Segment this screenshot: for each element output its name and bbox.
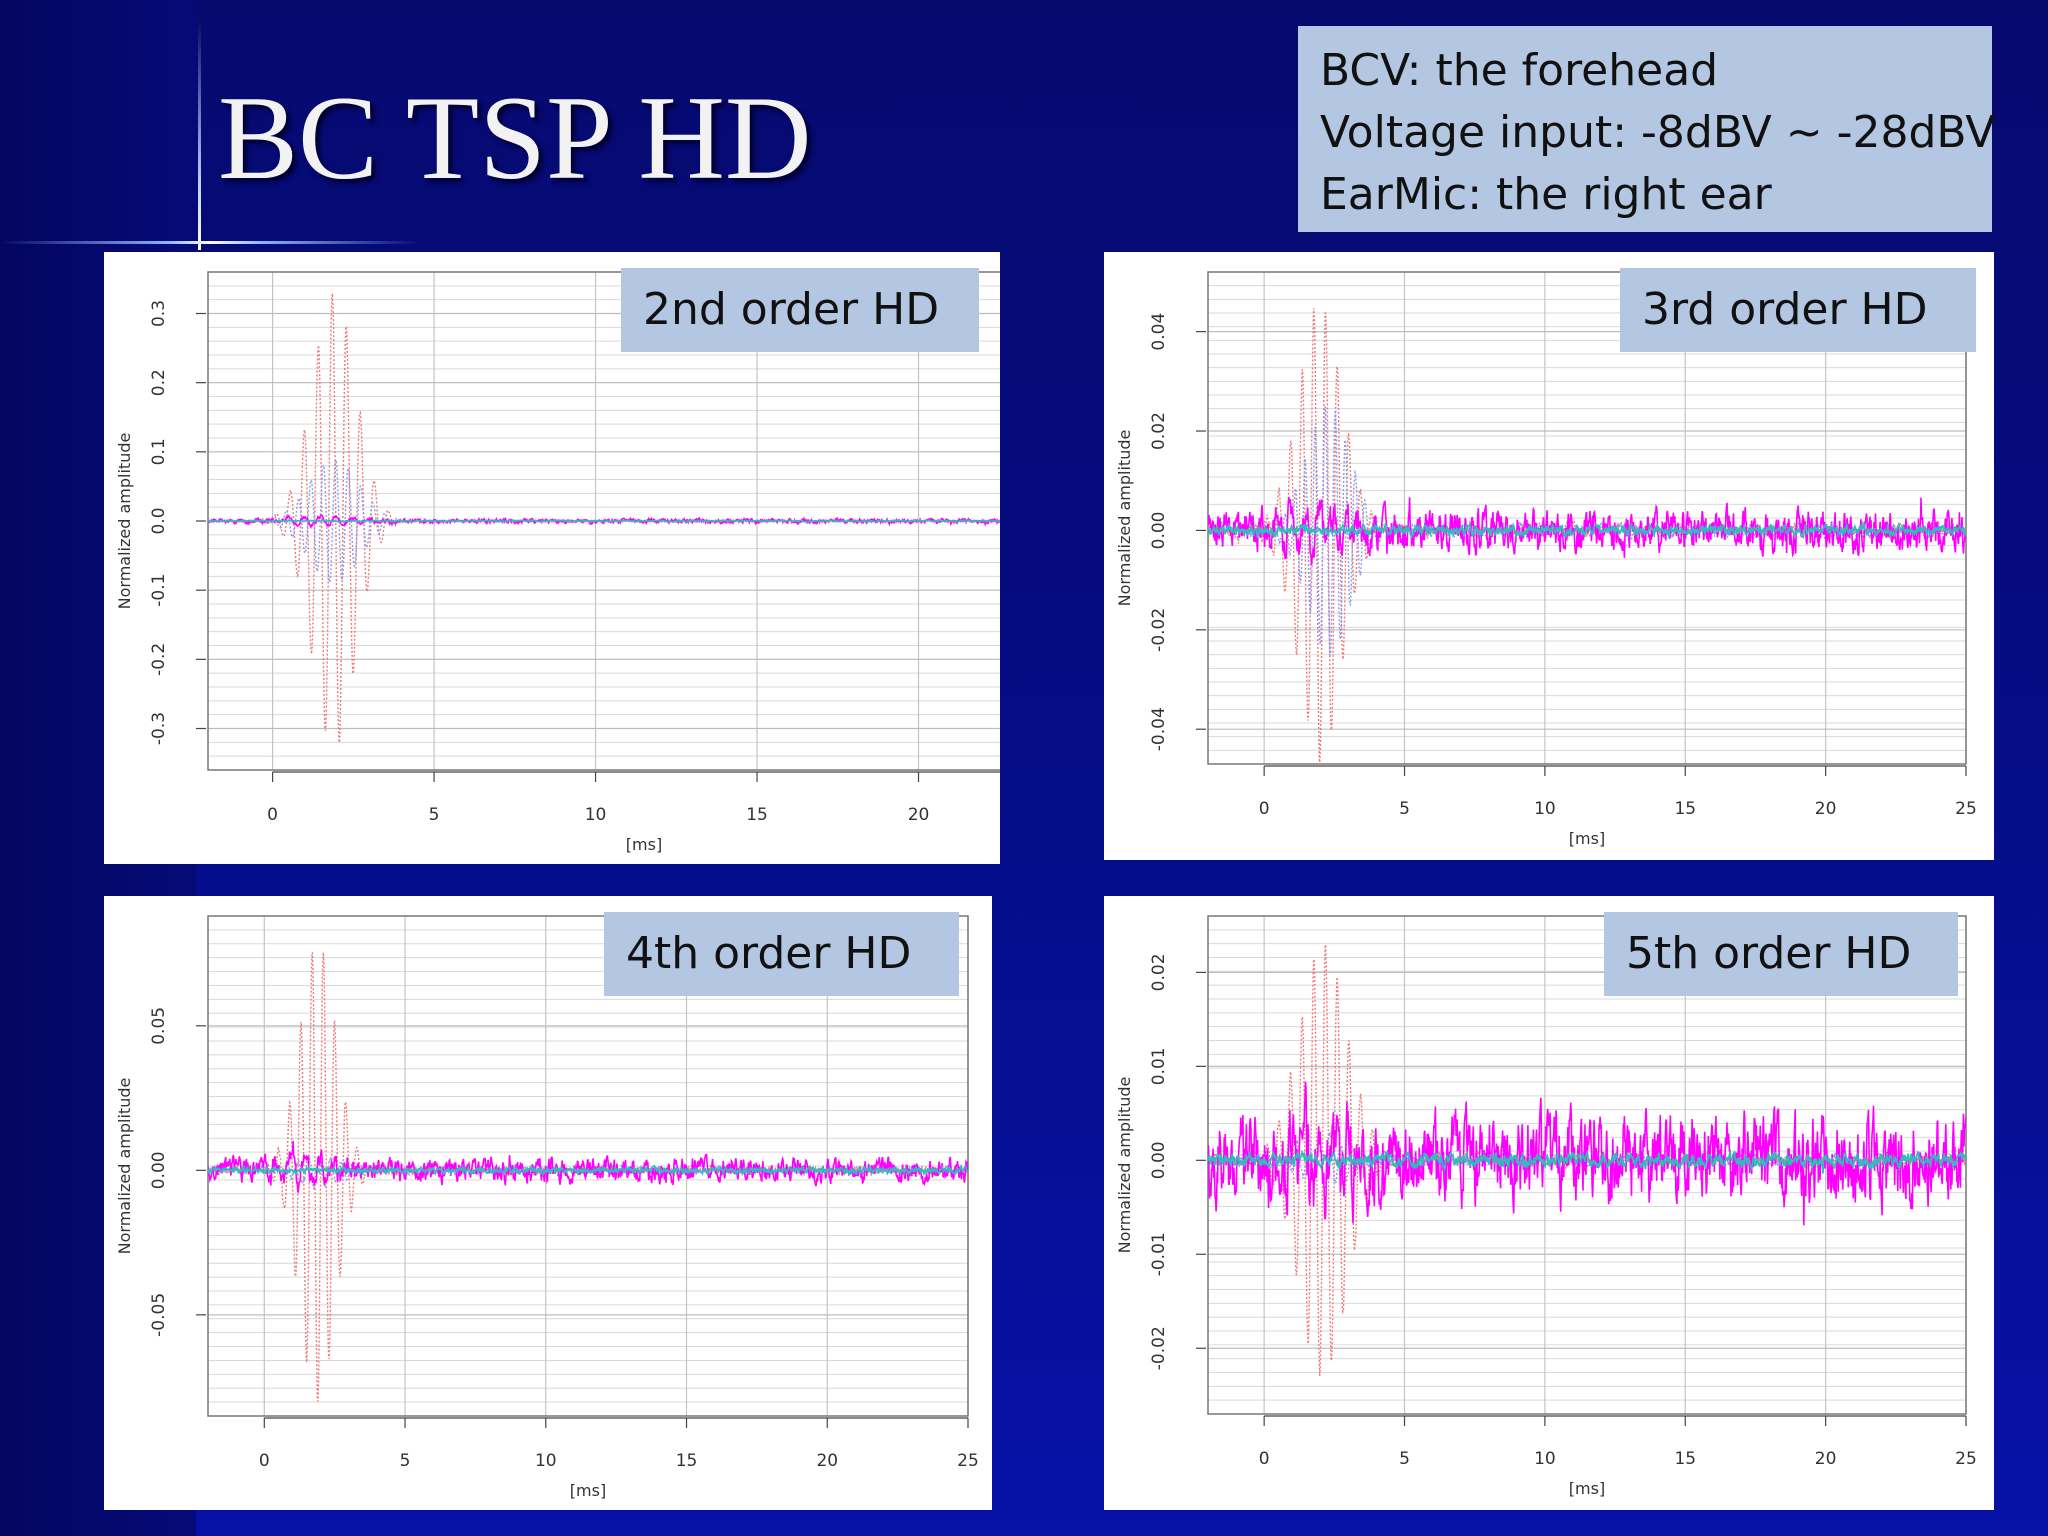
- title-horizontal-accent-line: [0, 241, 420, 244]
- chart-4th-y-tick-label: -0.05: [149, 1293, 169, 1337]
- chart-5th-y-tick-label: 0.02: [1149, 953, 1169, 991]
- chart-3rd-x-tick-label: 5: [1399, 799, 1410, 819]
- chart-3rd-x-tick-label: 15: [1674, 799, 1696, 819]
- chart-4th-series-red: [208, 952, 968, 1402]
- chart-2nd-x-tick-label: 10: [585, 805, 607, 825]
- chart-2nd-y-tick-label: -0.2: [149, 643, 169, 676]
- chart-3rd-x-tick-label: 25: [1955, 799, 1977, 819]
- info-line-bcv: BCV: the forehead: [1320, 45, 1719, 96]
- chart-3rd-y-tick-label: 0.02: [1149, 412, 1169, 450]
- chart-3rd-series-blue: [1208, 406, 1966, 656]
- slide-title: BC TSP HD: [218, 71, 812, 204]
- chart-3rd-series-cyan: [1208, 520, 1966, 540]
- chart-4th-y-axis-label: Normalized amplitude: [115, 1078, 134, 1255]
- chart-3rd-y-tick-label: -0.02: [1149, 608, 1169, 652]
- title-vertical-accent-line: [198, 20, 201, 250]
- chart-5th-y-tick-label: -0.01: [1149, 1232, 1169, 1276]
- chart-panel-3rd: 0 5 10 15 20 25 [ms] -0.04 -0.02 0.00 0.02 0.04 Norm…: [1104, 252, 1994, 860]
- chart-2nd-series-cyan: [208, 518, 1000, 524]
- chart-panel-4th: 0 5 10 15 20 25 [ms] -0.05 0.00 0.05 Normalized am…: [104, 896, 992, 1510]
- chart-2nd-x-tick-label: 20: [908, 805, 930, 825]
- chart-4th-x-tick-label: 0: [259, 1451, 270, 1471]
- chart-3rd-x-tick-label: 0: [1259, 799, 1270, 819]
- chart-4th-x-tick-label: 5: [400, 1451, 411, 1471]
- chart-5th-title: 5th order HD: [1604, 912, 1958, 996]
- chart-2nd-x-tick-label: 5: [429, 805, 440, 825]
- chart-4th-x-tick-label: 20: [816, 1451, 838, 1471]
- chart-2nd-y-tick-label: -0.3: [149, 712, 169, 745]
- chart-4th-title: 4th order HD: [604, 912, 959, 996]
- chart-5th-svg: 0 5 10 15 20 25 [ms] -0.02 -0.01 0.00 0.01 0.02 Norm…: [1115, 915, 1977, 1498]
- chart-4th-x-tick-label: 15: [676, 1451, 698, 1471]
- chart-3rd-y-tick-label: -0.04: [1149, 707, 1169, 751]
- chart-4th-y-tick-label: 0.00: [149, 1151, 169, 1189]
- chart-4th-svg: 0 5 10 15 20 25 [ms] -0.05 0.00 0.05 Normalized am…: [115, 915, 979, 1500]
- chart-4th-series-magenta: [208, 1140, 968, 1193]
- chart-5th-x-tick-label: 10: [1534, 1449, 1556, 1469]
- chart-5th-y-tick-label: 0.01: [1149, 1047, 1169, 1085]
- chart-5th-y-axis-label: Normalized amplitude: [1115, 1077, 1134, 1254]
- chart-5th-y-tick-label: -0.02: [1149, 1326, 1169, 1370]
- chart-3rd-y-tick-label: 0.00: [1149, 511, 1169, 549]
- chart-2nd-title: 2nd order HD: [621, 268, 979, 352]
- chart-3rd-y-axis-label: Normalized amplitude: [1115, 430, 1134, 607]
- chart-3rd-x-axis-label: [ms]: [1569, 829, 1605, 848]
- chart-3rd-series-magenta: [1208, 497, 1966, 566]
- chart-2nd-x-tick-label: 15: [746, 805, 768, 825]
- info-line-voltage: Voltage input: -8dBV ~ -28dBV: [1320, 107, 1996, 158]
- chart-4th-y-tick-label: 0.05: [149, 1007, 169, 1045]
- chart-4th-x-tick-label: 25: [957, 1451, 979, 1471]
- chart-5th-y-tick-label: 0.00: [1149, 1141, 1169, 1179]
- chart-panel-2nd: 0510152025[ms]-0.3-0.2-0.10.00.10.20.3No…: [104, 252, 1000, 864]
- chart-2nd-x-axis-label: [ms]: [626, 835, 662, 854]
- chart-2nd-series-red: [208, 293, 1000, 743]
- chart-5th-series-cyan: [1208, 1149, 1966, 1174]
- chart-5th-x-tick-label: 25: [1955, 1449, 1977, 1469]
- chart-2nd-y-tick-label: 0.3: [149, 300, 169, 327]
- chart-3rd-x-tick-label: 10: [1534, 799, 1556, 819]
- chart-2nd-y-axis-label: Normalized amplitude: [115, 433, 134, 610]
- chart-4th-x-axis-label: [ms]: [570, 1481, 606, 1500]
- chart-panel-5th: 0 5 10 15 20 25 [ms] -0.02 -0.01 0.00 0.01 0.02 Norm…: [1104, 896, 1994, 1510]
- chart-4th-x-tick-label: 10: [535, 1451, 557, 1471]
- chart-2nd-y-tick-label: 0.1: [149, 438, 169, 465]
- info-box: BCV: the forehead Voltage input: -8dBV ~…: [1298, 26, 1996, 232]
- chart-5th-x-tick-label: 5: [1399, 1449, 1410, 1469]
- chart-5th-x-tick-label: 20: [1815, 1449, 1837, 1469]
- chart-5th-frame: [1207, 915, 1967, 1415]
- chart-2nd-x-tick-label: 0: [267, 805, 278, 825]
- chart-2nd-y-tick-label: 0.0: [149, 507, 169, 534]
- chart-2nd-y-tick-label: -0.1: [149, 574, 169, 607]
- chart-4th-series-cyan: [208, 1164, 968, 1177]
- chart-3rd-y-tick-label: 0.04: [1149, 313, 1169, 351]
- chart-5th-x-axis-label: [ms]: [1569, 1479, 1605, 1498]
- info-line-earmic: EarMic: the right ear: [1320, 169, 1772, 220]
- chart-3rd-title: 3rd order HD: [1620, 268, 1976, 352]
- chart-5th-x-tick-label: 0: [1259, 1449, 1270, 1469]
- chart-3rd-x-tick-label: 20: [1815, 799, 1837, 819]
- chart-5th-x-tick-label: 15: [1674, 1449, 1696, 1469]
- chart-4th-frame: [207, 915, 969, 1417]
- chart-2nd-y-tick-label: 0.2: [149, 369, 169, 396]
- chart-3rd-series-red: [1208, 308, 1966, 763]
